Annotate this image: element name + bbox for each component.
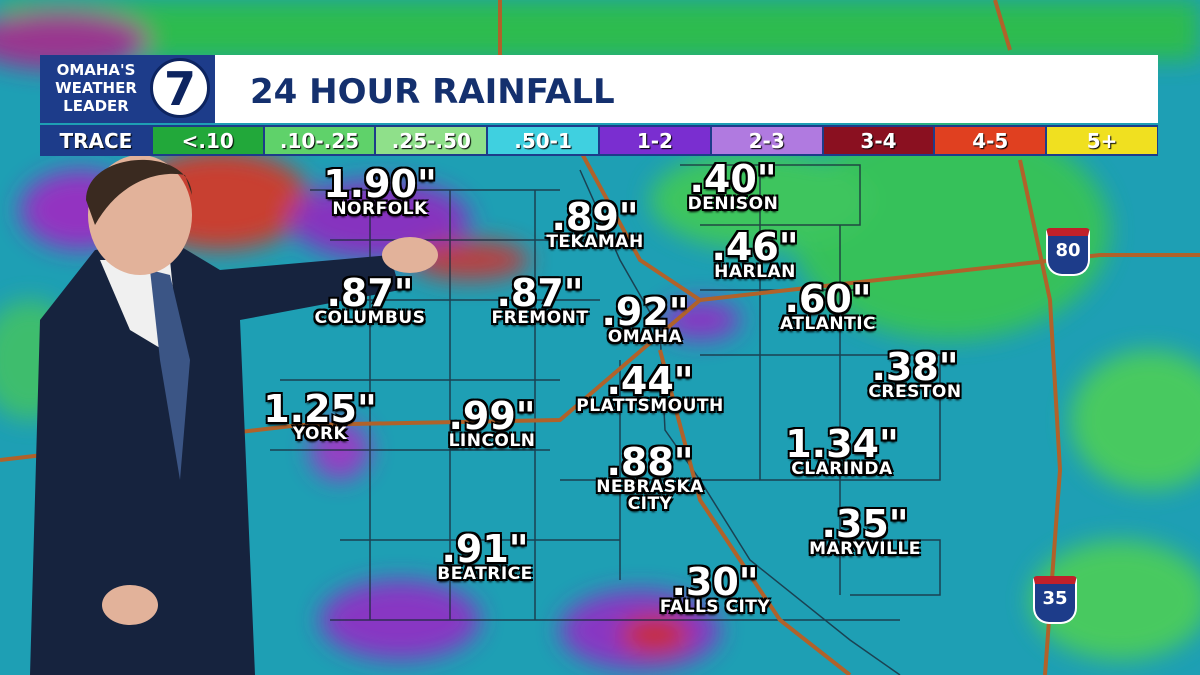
rainfall-amount: 1.25" (263, 387, 377, 431)
rainfall-amount: .44" (606, 359, 694, 403)
rainfall-amount: .60" (784, 277, 872, 321)
rainfall-amount: .87" (326, 271, 414, 315)
logo-text: WEATHER (55, 79, 137, 97)
city-name: BEATRICE (437, 564, 533, 584)
legend-item: TRACE (41, 127, 151, 154)
legend-item: 5+ (1047, 127, 1157, 154)
rainfall-amount: .99" (448, 394, 536, 438)
city-name: CRESTON (868, 382, 962, 402)
title-bar (40, 55, 1158, 123)
rainfall-amount: .87" (496, 271, 584, 315)
station-logo: OMAHA'S WEATHER LEADER 7 (40, 55, 215, 123)
legend-item: 1-2 (599, 127, 710, 154)
city-name: FALLS CITY (659, 597, 771, 617)
legend-item: 2-3 (711, 127, 822, 154)
city-name: OMAHA (607, 327, 683, 347)
city-name: YORK (292, 424, 348, 444)
legend-item: 4-5 (935, 127, 1046, 154)
city-name: NEBRASKA CITY (596, 477, 704, 514)
rainfall-amount: 1.90" (323, 162, 437, 206)
city-name: TEKAMAH (546, 232, 644, 252)
logo-number: 7 (150, 58, 210, 118)
city-name: MARYVILLE (809, 539, 921, 559)
presenter (30, 155, 438, 675)
city-name: NORFOLK (332, 199, 428, 219)
rainfall-amount: .30" (671, 560, 759, 604)
city-name: FREMONT (491, 308, 589, 328)
logo-text: OMAHA'S (56, 61, 136, 79)
rainfall-amount: .91" (441, 527, 529, 571)
rainfall-amount: .88" (606, 440, 694, 484)
interstate-shield: 35 (1033, 576, 1077, 624)
city-name: DENISON (687, 194, 779, 214)
city-name: LINCOLN (448, 431, 536, 451)
legend-item: .10-.25 (264, 127, 375, 154)
city-name: COLUMBUS (314, 308, 426, 328)
legend-item: <.10 (152, 127, 263, 154)
rainfall-amount: .89" (551, 195, 639, 239)
title: 24 HOUR RAINFALL (250, 72, 615, 112)
city-name: CLARINDA (791, 459, 893, 479)
rainfall-amount: .46" (711, 225, 799, 269)
interstate-shield: 80 (1046, 228, 1090, 276)
rainfall-amount: .92" (601, 290, 689, 334)
legend-item: .25-.50 (376, 127, 487, 154)
rainfall-amount: .38" (871, 345, 959, 389)
legend-item: .50-1 (488, 127, 598, 154)
legend: TRACE <.10.10-.25.25-.50.50-1 1-2 2-3 3-4 4-5… (40, 125, 1158, 156)
city-name: ATLANTIC (779, 314, 877, 334)
rainfall-amount: 1.34" (785, 422, 899, 466)
city-name: HARLAN (714, 262, 796, 282)
legend-item: 3-4 (823, 127, 934, 154)
rainfall-amount: .40" (689, 157, 777, 201)
logo-text: LEADER (63, 97, 129, 115)
rainfall-amount: .35" (821, 502, 909, 546)
city-name: PLATTSMOUTH (576, 396, 724, 416)
